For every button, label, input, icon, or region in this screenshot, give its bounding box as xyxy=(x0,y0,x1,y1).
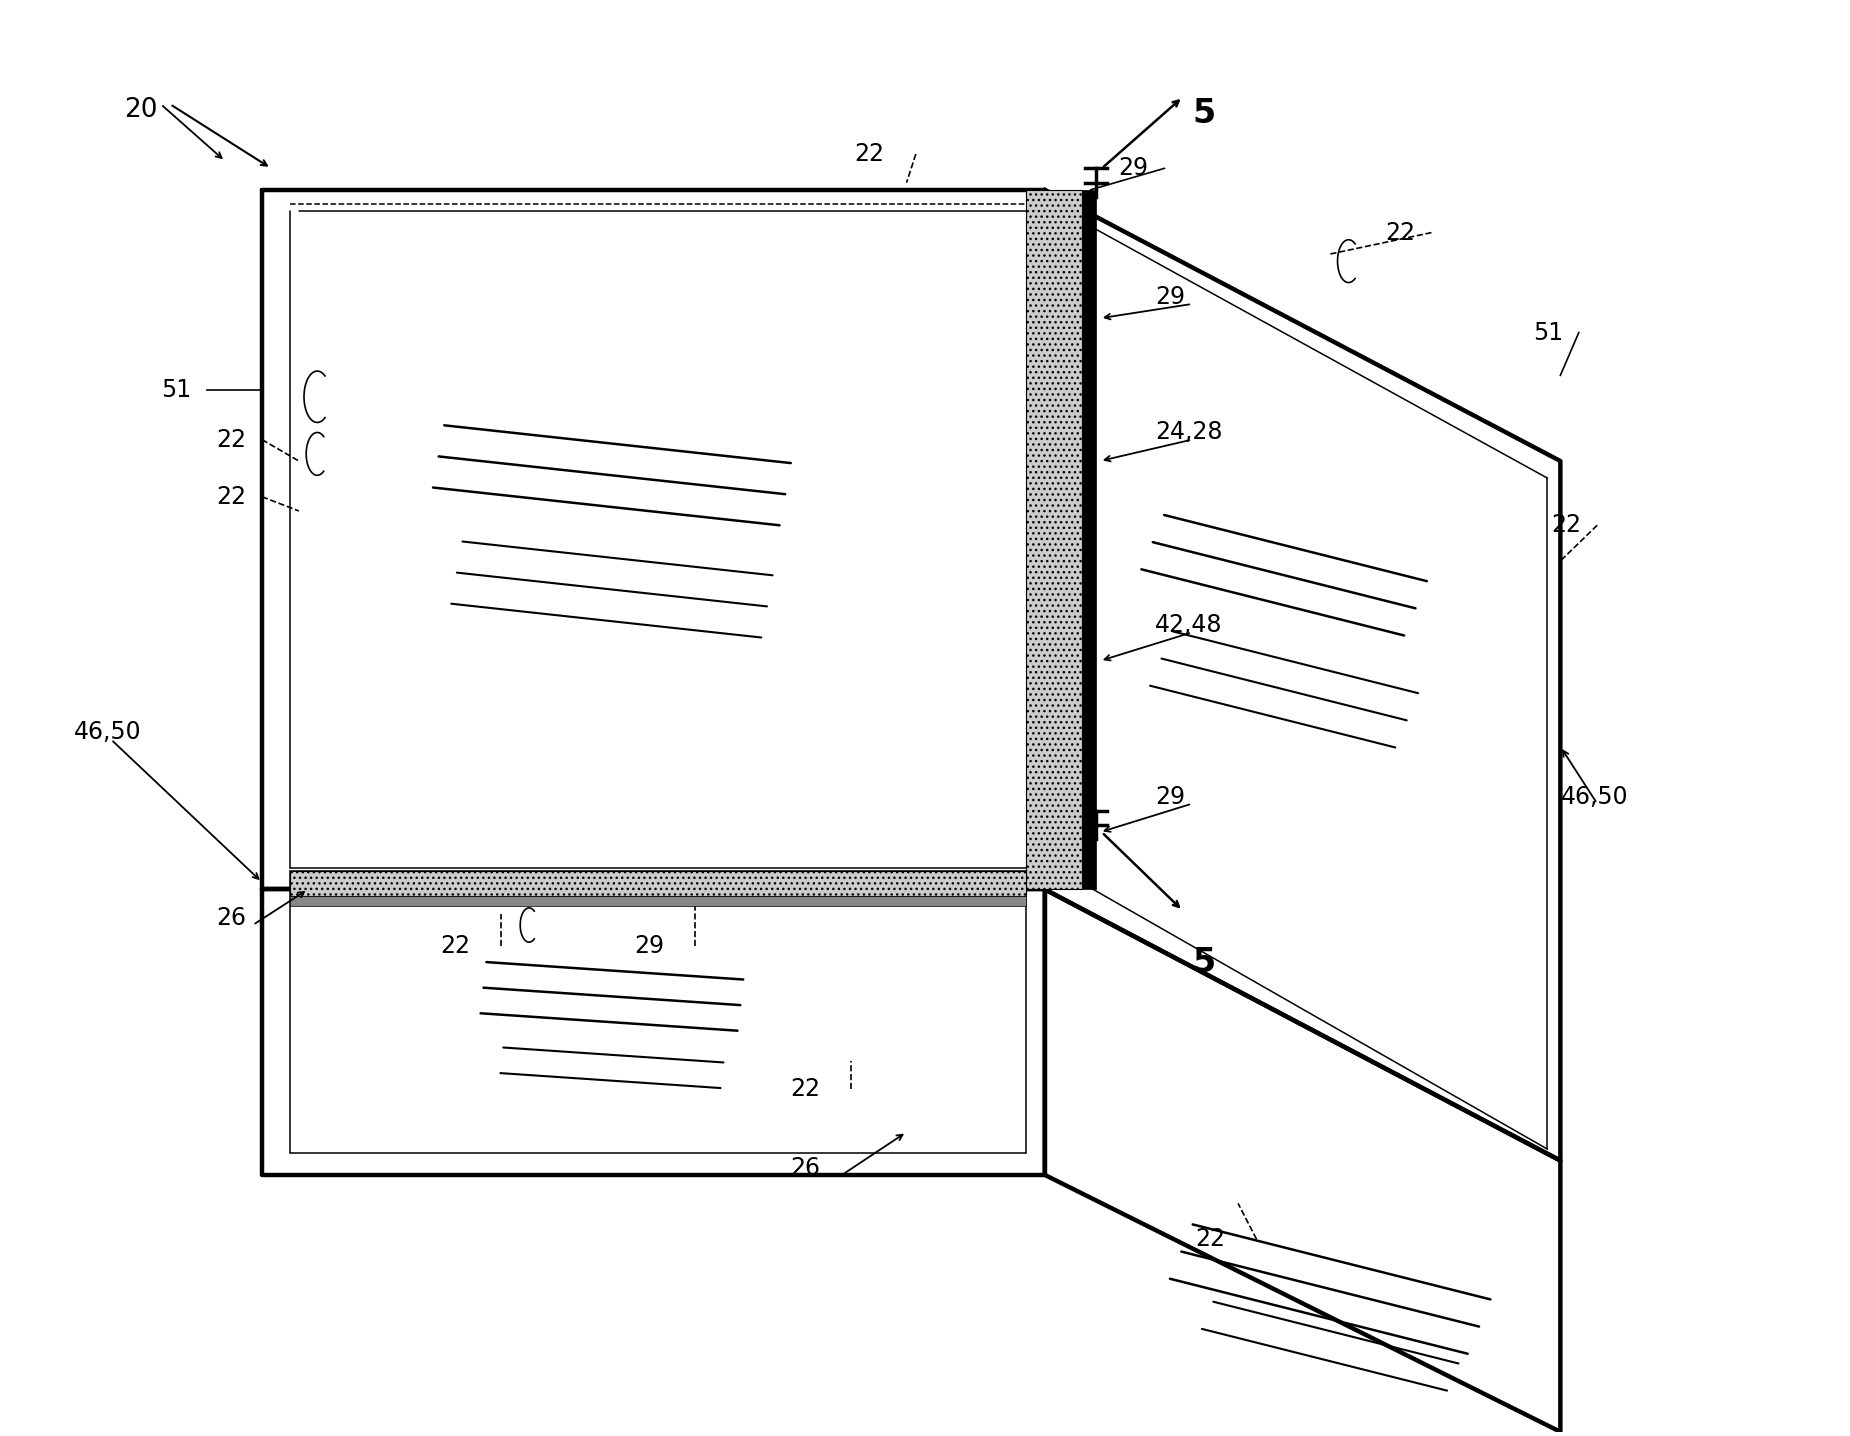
Text: 5: 5 xyxy=(1191,946,1215,979)
Text: 29: 29 xyxy=(1154,784,1186,808)
Polygon shape xyxy=(290,896,1027,906)
Text: 46,50: 46,50 xyxy=(1560,784,1628,808)
Polygon shape xyxy=(1027,190,1082,889)
Text: 20: 20 xyxy=(124,98,157,123)
Text: 46,50: 46,50 xyxy=(74,721,142,744)
Text: 51: 51 xyxy=(161,378,191,402)
Text: 29: 29 xyxy=(1119,157,1149,181)
Text: 29: 29 xyxy=(1154,284,1186,309)
Text: 26: 26 xyxy=(790,1156,820,1180)
Text: 22: 22 xyxy=(1550,513,1582,537)
Text: 51: 51 xyxy=(1534,320,1563,345)
Text: 22: 22 xyxy=(216,428,246,451)
Text: 22: 22 xyxy=(1195,1228,1225,1251)
Text: 22: 22 xyxy=(790,1077,820,1101)
Polygon shape xyxy=(290,870,1027,896)
Polygon shape xyxy=(1082,190,1097,889)
Text: 26: 26 xyxy=(216,906,246,931)
Text: 5: 5 xyxy=(1191,98,1215,131)
Text: 22: 22 xyxy=(855,142,884,167)
Text: 42,48: 42,48 xyxy=(1154,613,1223,638)
Text: 29: 29 xyxy=(635,935,664,958)
Text: 22: 22 xyxy=(440,935,470,958)
Text: 22: 22 xyxy=(1386,221,1415,244)
Text: 22: 22 xyxy=(216,485,246,508)
Text: 24,28: 24,28 xyxy=(1154,421,1223,445)
